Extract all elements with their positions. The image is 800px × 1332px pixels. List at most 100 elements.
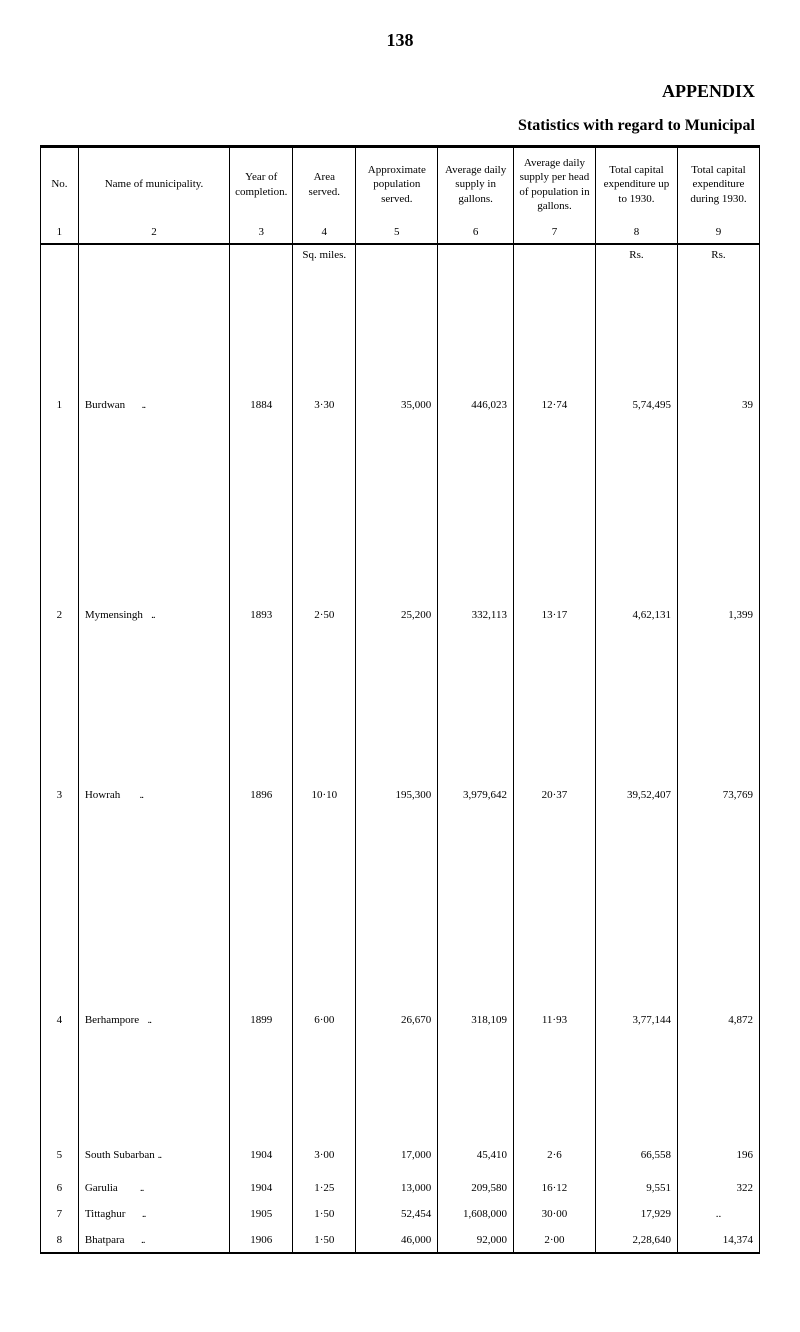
cell-supply: 20·37 <box>513 685 595 905</box>
cell-no: 7 <box>41 1201 79 1227</box>
cell-total2: 1,399 <box>677 545 759 685</box>
cell-total1: 17,929 <box>595 1201 677 1227</box>
cell-approx: 17,000 <box>356 1135 438 1175</box>
header-daily: Average daily supply in gallons. <box>438 147 514 222</box>
unit-total1: Rs. <box>595 244 677 265</box>
cell-area: 2·50 <box>293 545 356 685</box>
table-row: 7 Tittaghur .. 1905 1·50 52,454 1,608,00… <box>41 1201 760 1227</box>
cell-year: 1896 <box>230 685 293 905</box>
cell-daily: 318,109 <box>438 905 514 1135</box>
cell-supply: 11·93 <box>513 905 595 1135</box>
cell-total1: 9,551 <box>595 1175 677 1201</box>
cell-approx: 46,000 <box>356 1227 438 1253</box>
cell-year: 1905 <box>230 1201 293 1227</box>
table-row: 6 Garulia .. 1904 1·25 13,000 209,580 16… <box>41 1175 760 1201</box>
unit-area: Sq. miles. <box>293 244 356 265</box>
cell-no: 1 <box>41 265 79 545</box>
cell-total2: 39 <box>677 265 759 545</box>
cell-name: Bhatpara .. <box>78 1227 229 1253</box>
cell-year: 1893 <box>230 545 293 685</box>
cell-total2: 14,374 <box>677 1227 759 1253</box>
cell-area: 1·50 <box>293 1227 356 1253</box>
cell-total1: 3,77,144 <box>595 905 677 1135</box>
cell-approx: 52,454 <box>356 1201 438 1227</box>
header-total1: Total capital expendi­ture up to 1930. <box>595 147 677 222</box>
cell-no: 3 <box>41 685 79 905</box>
cell-daily: 446,023 <box>438 265 514 545</box>
cell-daily: 209,580 <box>438 1175 514 1201</box>
table-row: 4 Berhampore .. 1899 6·00 26,670 318,109… <box>41 905 760 1135</box>
cell-name: Howrah .. <box>78 685 229 905</box>
cell-total1: 5,74,495 <box>595 265 677 545</box>
cell-area: 1·25 <box>293 1175 356 1201</box>
cell-supply: 16·12 <box>513 1175 595 1201</box>
column-number-row: 1 2 3 4 5 6 7 8 9 <box>41 221 760 244</box>
col-num-7: 7 <box>513 221 595 244</box>
cell-no: 2 <box>41 545 79 685</box>
col-num-6: 6 <box>438 221 514 244</box>
cell-daily: 332,113 <box>438 545 514 685</box>
cell-total2: 322 <box>677 1175 759 1201</box>
table-row: 2 Mymensingh .. 1893 2·50 25,200 332,113… <box>41 545 760 685</box>
units-row: Sq. miles. Rs. Rs. <box>41 244 760 265</box>
cell-area: 6·00 <box>293 905 356 1135</box>
cell-supply: 30·00 <box>513 1201 595 1227</box>
header-row: No. Name of municipality. Year of comple… <box>41 147 760 222</box>
cell-total1: 39,52,407 <box>595 685 677 905</box>
cell-name: Tittaghur .. <box>78 1201 229 1227</box>
cell-approx: 195,300 <box>356 685 438 905</box>
col-num-4: 4 <box>293 221 356 244</box>
cell-area: 10·10 <box>293 685 356 905</box>
cell-daily: 92,000 <box>438 1227 514 1253</box>
header-supply: Average daily supply per head of populat… <box>513 147 595 222</box>
cell-total2: .. <box>677 1201 759 1227</box>
cell-daily: 45,410 <box>438 1135 514 1175</box>
cell-name: Garulia .. <box>78 1175 229 1201</box>
col-num-8: 8 <box>595 221 677 244</box>
table-row: 1 Burdwan .. 1884 3·30 35,000 446,023 12… <box>41 265 760 545</box>
cell-approx: 25,200 <box>356 545 438 685</box>
cell-no: 8 <box>41 1227 79 1253</box>
header-total2: Total capital expendi­ture during 1930. <box>677 147 759 222</box>
cell-name: Mymensingh .. <box>78 545 229 685</box>
cell-year: 1899 <box>230 905 293 1135</box>
cell-supply: 2·00 <box>513 1227 595 1253</box>
header-area: Area served. <box>293 147 356 222</box>
unit-total2: Rs. <box>677 244 759 265</box>
cell-total1: 66,558 <box>595 1135 677 1175</box>
cell-daily: 1,608,000 <box>438 1201 514 1227</box>
cell-total2: 4,872 <box>677 905 759 1135</box>
cell-name: Burdwan .. <box>78 265 229 545</box>
col-num-9: 9 <box>677 221 759 244</box>
subtitle: Statistics with regard to Municipal <box>40 117 760 135</box>
col-num-1: 1 <box>41 221 79 244</box>
cell-supply: 12·74 <box>513 265 595 545</box>
col-num-3: 3 <box>230 221 293 244</box>
cell-no: 4 <box>41 905 79 1135</box>
cell-area: 3·00 <box>293 1135 356 1175</box>
cell-year: 1904 <box>230 1135 293 1175</box>
cell-approx: 13,000 <box>356 1175 438 1201</box>
cell-no: 5 <box>41 1135 79 1175</box>
cell-total2: 73,769 <box>677 685 759 905</box>
cell-approx: 26,670 <box>356 905 438 1135</box>
col-num-5: 5 <box>356 221 438 244</box>
appendix-title: APPENDIX <box>40 81 760 102</box>
cell-total2: 196 <box>677 1135 759 1175</box>
cell-year: 1904 <box>230 1175 293 1201</box>
cell-area: 3·30 <box>293 265 356 545</box>
header-no: No. <box>41 147 79 222</box>
page-number: 138 <box>40 30 760 51</box>
table-row: 8 Bhatpara .. 1906 1·50 46,000 92,000 2·… <box>41 1227 760 1253</box>
cell-total1: 2,28,640 <box>595 1227 677 1253</box>
header-approx: Approxi­mate population served. <box>356 147 438 222</box>
header-year: Year of comple­tion. <box>230 147 293 222</box>
cell-supply: 13·17 <box>513 545 595 685</box>
header-name: Name of municipality. <box>78 147 229 222</box>
table-row: 3 Howrah .. 1896 10·10 195,300 3,979,642… <box>41 685 760 905</box>
cell-approx: 35,000 <box>356 265 438 545</box>
col-num-2: 2 <box>78 221 229 244</box>
cell-year: 1906 <box>230 1227 293 1253</box>
cell-year: 1884 <box>230 265 293 545</box>
statistics-table: No. Name of municipality. Year of comple… <box>40 145 760 1254</box>
